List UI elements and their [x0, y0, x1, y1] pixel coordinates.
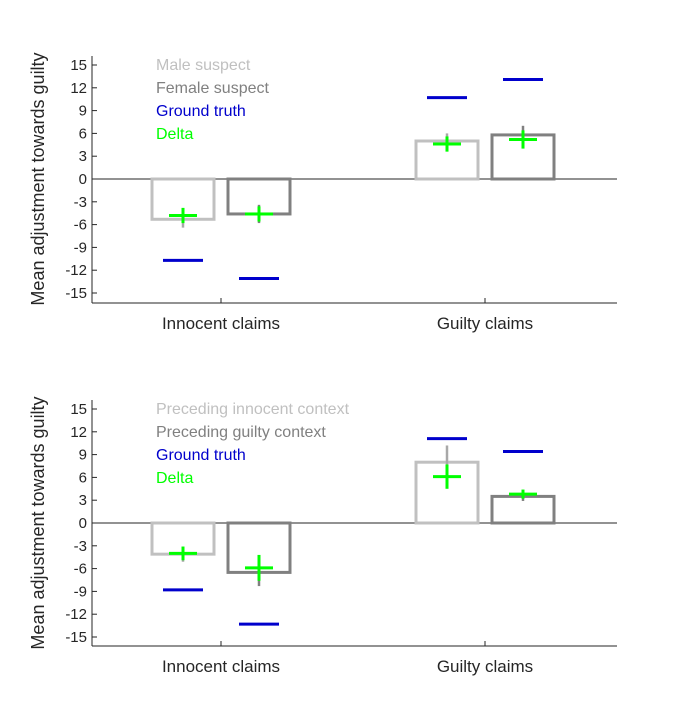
legend-entry-ground-truth: Ground truth	[156, 447, 246, 464]
y-tick-label: 12	[70, 80, 87, 97]
category-label-guilty: Guilty claims	[437, 657, 533, 676]
y-tick-label: 15	[70, 57, 87, 74]
y-tick-label: -6	[74, 217, 87, 234]
legend-entry-delta: Delta	[156, 470, 193, 487]
y-tick-label: -6	[74, 561, 87, 578]
y-tick-label: 9	[79, 103, 87, 120]
legend-entry-preceding-innocent: Preceding innocent context	[156, 401, 350, 418]
y-tick-label: 0	[79, 515, 87, 532]
y-axis-label: Mean adjustment towards guilty	[28, 52, 48, 305]
category-label-innocent: Innocent claims	[162, 657, 280, 676]
y-tick-label: -3	[74, 538, 87, 555]
y-tick-label: 12	[70, 424, 87, 441]
y-tick-label: -9	[74, 239, 87, 256]
legend-entry-male-suspect: Male suspect	[156, 57, 251, 74]
y-tick-label: 6	[79, 125, 87, 142]
category-label-guilty: Guilty claims	[437, 314, 533, 333]
legend-entry-delta: Delta	[156, 126, 193, 143]
y-tick-label: 3	[79, 148, 87, 165]
y-tick-label: -12	[65, 606, 87, 623]
y-tick-label: 0	[79, 171, 87, 188]
y-tick-label: 15	[70, 401, 87, 418]
chart-panel-top: Mean adjustment towards guilty Male susp…	[28, 52, 617, 333]
y-tick-label: -3	[74, 194, 87, 211]
y-tick-label: 9	[79, 447, 87, 464]
legend-entry-ground-truth: Ground truth	[156, 103, 246, 120]
category-label-innocent: Innocent claims	[162, 314, 280, 333]
chart-panel-bottom: Mean adjustment towards guilty Preceding…	[28, 396, 617, 676]
legend-entry-preceding-guilty: Preceding guilty context	[156, 424, 326, 441]
y-tick-label: -12	[65, 262, 87, 279]
legend-entry-female-suspect: Female suspect	[156, 80, 269, 97]
y-axis-label: Mean adjustment towards guilty	[28, 396, 48, 649]
y-tick-label: 3	[79, 492, 87, 509]
y-tick-label: 6	[79, 469, 87, 486]
y-tick-label: -9	[74, 583, 87, 600]
y-tick-label: -15	[65, 629, 87, 646]
y-tick-label: -15	[65, 285, 87, 302]
